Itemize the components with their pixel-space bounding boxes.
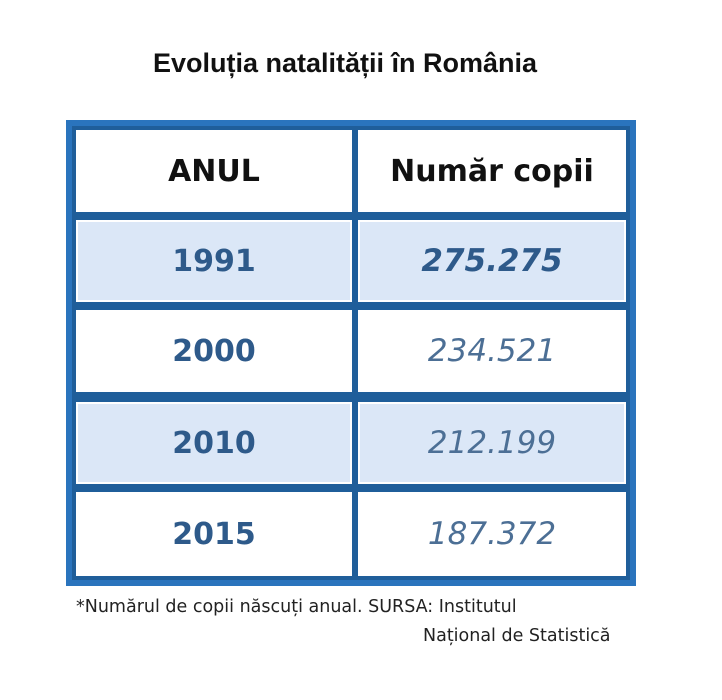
year-cell-2015: 2015	[76, 492, 352, 576]
year-label: 1991	[172, 243, 256, 279]
natality-table: ANUL Număr copii 1991 275.275 2000 234.5…	[66, 120, 636, 586]
year-label: 2015	[172, 516, 256, 552]
table-grid: ANUL Număr copii 1991 275.275 2000 234.5…	[72, 126, 630, 580]
footnote-line-1: *Numărul de copii născuți anual. SURSA: …	[76, 597, 517, 617]
header-year-label: ANUL	[168, 153, 260, 189]
header-cell-count: Număr copii	[358, 130, 626, 212]
value-label: 275.275	[421, 243, 563, 279]
year-label: 2000	[172, 333, 256, 369]
value-label: 234.521	[427, 333, 557, 369]
value-cell-2010: 212.199	[358, 402, 626, 484]
chart-title: Evoluția natalității în România	[152, 48, 538, 78]
year-cell-2000: 2000	[76, 310, 352, 392]
year-cell-1991: 1991	[76, 220, 352, 302]
header-count-label: Număr copii	[390, 153, 594, 189]
value-cell-1991: 275.275	[358, 220, 626, 302]
year-label: 2010	[172, 425, 256, 461]
footnote-line-2: Național de Statistică	[423, 626, 611, 646]
value-label: 212.199	[427, 425, 557, 461]
value-label: 187.372	[427, 516, 557, 552]
year-cell-2010: 2010	[76, 402, 352, 484]
header-cell-year: ANUL	[76, 130, 352, 212]
value-cell-2015: 187.372	[358, 492, 626, 576]
value-cell-2000: 234.521	[358, 310, 626, 392]
